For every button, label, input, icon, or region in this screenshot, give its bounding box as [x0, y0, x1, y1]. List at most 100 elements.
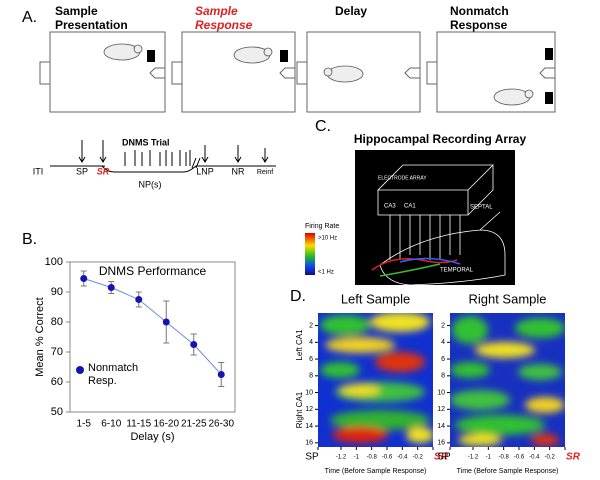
- y-tick-label: 10: [305, 389, 313, 396]
- x-tick-label: -1: [354, 455, 360, 461]
- hippocampus-traces: [371, 257, 461, 277]
- timeline: [50, 140, 276, 173]
- y-tick-label: 12: [437, 406, 445, 413]
- x-tick-label: -0.8: [366, 455, 377, 461]
- y-tick-label: 60: [51, 376, 63, 388]
- x-axis-label: Delay (s): [130, 431, 174, 443]
- panel-title: Hippocampal Recording Array: [354, 132, 527, 146]
- y-axis-label: Left CA1: [295, 329, 304, 361]
- panel-label: B.: [22, 231, 37, 248]
- x-tick-label: 16-20: [153, 419, 179, 430]
- x-tick-label: 21-25: [181, 419, 207, 430]
- stage-title: Sample: [195, 4, 238, 18]
- y-axis-label: Mean % Correct: [34, 297, 46, 376]
- x-tick-label: -0.4: [529, 455, 540, 461]
- plot-frame: [69, 261, 236, 413]
- heatmap-title: Left Sample: [341, 291, 410, 306]
- y-tick-label: 80: [51, 316, 63, 328]
- heatmap-right: [450, 313, 565, 447]
- y-tick-label: 100: [45, 256, 63, 268]
- y-tick-label: 50: [51, 406, 63, 418]
- timeline-event: NP(s): [139, 179, 162, 189]
- x-tick-label: SP: [437, 452, 451, 463]
- y-tick-label: 8: [309, 373, 313, 380]
- region-label: CA1: [404, 204, 416, 210]
- legend-label: <1 Hz: [318, 270, 334, 276]
- timeline-event: SR: [97, 166, 110, 176]
- temporal-label: TEMPORAL: [440, 268, 474, 274]
- y-tick-label: 4: [441, 339, 445, 346]
- region-label: CA3: [384, 204, 396, 210]
- y-tick-label: 2: [441, 322, 445, 329]
- levers: [147, 48, 553, 104]
- x-tick-label: -1.2: [336, 455, 347, 461]
- y-tick-label: 4: [309, 339, 313, 346]
- y-tick-label: 12: [305, 406, 313, 413]
- panel-label: C.: [315, 118, 331, 135]
- x-axis-label: Time (Before Sample Response): [325, 468, 427, 475]
- color-bar: [305, 233, 315, 275]
- x-tick-label: -0.8: [498, 455, 509, 461]
- x-tick-label: 26-30: [208, 419, 234, 430]
- stage-title: Response: [195, 18, 253, 32]
- x-tick-label: -0.2: [412, 455, 423, 461]
- point: [107, 284, 115, 291]
- y-tick-label: 2: [309, 322, 313, 329]
- x-tick-label: SR: [434, 452, 449, 463]
- stage-title: Delay: [335, 4, 367, 18]
- rats: [103, 43, 534, 106]
- x-tick-label: 6-10: [101, 419, 121, 430]
- x-tick-label: 1-5: [77, 419, 92, 430]
- legend-marker: [76, 366, 84, 374]
- timeline-event: ITI: [33, 166, 44, 176]
- timeline-title: DNMS Trial: [122, 137, 170, 147]
- timeline-event: NR: [232, 166, 245, 176]
- y-tick-label: 14: [437, 423, 445, 430]
- x-tick-label: -1.2: [468, 455, 479, 461]
- y-tick-label: 70: [51, 346, 63, 358]
- point: [162, 318, 170, 326]
- array-label: ELECTRODE ARRAY: [378, 175, 427, 181]
- array-drawing: [377, 164, 506, 286]
- septal-label: SEPTAL: [470, 205, 493, 211]
- line: [83, 278, 222, 375]
- point: [80, 275, 88, 282]
- legend-label: >10 Hz: [318, 236, 337, 242]
- point: [135, 296, 143, 303]
- stage-title: Sample: [55, 4, 98, 18]
- y-tick-label: 6: [309, 356, 313, 363]
- timeline-event: Reinf: [257, 169, 273, 176]
- panel-label: A.: [22, 9, 37, 26]
- y-tick-label: 16: [437, 440, 445, 447]
- timeline-event: LNP: [196, 166, 214, 176]
- y-tick-label: 6: [441, 356, 445, 363]
- x-axis-label: Time (Before Sample Response): [457, 468, 559, 475]
- panel-label: D.: [290, 288, 306, 305]
- y-tick-label: 14: [305, 423, 313, 430]
- y-tick-label: 90: [51, 286, 63, 298]
- legend-title: Firing Rate: [305, 223, 339, 230]
- y-tick-label: 10: [437, 389, 445, 396]
- timeline-event: SP: [76, 166, 88, 176]
- chambers: [39, 31, 556, 113]
- chart-title: DNMS Performance: [99, 264, 207, 278]
- x-tick-label: SR: [566, 452, 581, 463]
- stage-title: Nonmatch: [450, 4, 509, 18]
- legend-label: Nonmatch Resp.: [88, 362, 139, 387]
- x-tick-label: 11-15: [126, 419, 151, 430]
- y-axis-label: Right CA1: [295, 391, 304, 428]
- x-tick-label: -0.4: [397, 455, 408, 461]
- x-tick-label: -1: [486, 455, 492, 461]
- x-tick-label: -0.6: [514, 455, 525, 461]
- heatmap-title: Right Sample: [468, 291, 546, 306]
- y-tick-label: 8: [441, 373, 445, 380]
- x-tick-label: -0.2: [544, 455, 555, 461]
- point: [190, 341, 198, 348]
- stage-title: Presentation: [55, 18, 128, 32]
- heatmap-left: [318, 313, 433, 447]
- point: [217, 371, 225, 378]
- x-tick-label: -0.6: [382, 455, 393, 461]
- x-tick-label: SP: [305, 452, 319, 463]
- stage-title: Response: [450, 18, 508, 32]
